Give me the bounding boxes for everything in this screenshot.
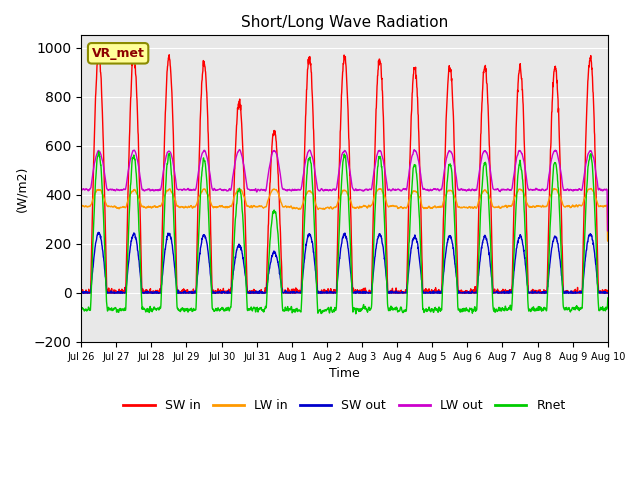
SW in — [95, 49, 103, 55]
SW out — [95, 229, 102, 235]
Rnet — [352, 311, 360, 317]
Rnet — [558, 264, 566, 270]
Y-axis label: (W/m2): (W/m2) — [15, 166, 28, 212]
LW out — [360, 188, 367, 194]
Line: LW in: LW in — [81, 189, 608, 241]
LW in — [224, 204, 232, 210]
LW out — [498, 186, 506, 192]
Rnet — [95, 149, 102, 155]
Line: LW out: LW out — [81, 150, 608, 231]
Line: Rnet: Rnet — [81, 152, 608, 314]
LW out — [604, 228, 612, 234]
SW in — [77, 290, 85, 296]
LW in — [588, 186, 595, 192]
Rnet — [573, 305, 580, 311]
SW in — [604, 290, 612, 296]
SW in — [371, 133, 379, 139]
SW in — [360, 290, 368, 296]
LW out — [77, 186, 85, 192]
LW in — [604, 238, 612, 244]
SW in — [498, 290, 506, 296]
LW in — [497, 205, 505, 211]
Rnet — [77, 304, 85, 310]
X-axis label: Time: Time — [329, 367, 360, 380]
SW in — [225, 289, 232, 295]
LW in — [572, 203, 580, 209]
Line: SW out: SW out — [81, 232, 608, 293]
LW out — [224, 188, 232, 193]
Rnet — [360, 305, 368, 311]
SW out — [558, 273, 566, 279]
SW out — [604, 290, 612, 296]
SW out — [225, 288, 232, 294]
Title: Short/Long Wave Radiation: Short/Long Wave Radiation — [241, 15, 448, 30]
SW out — [371, 250, 379, 256]
LW out — [557, 173, 565, 179]
Legend: SW in, LW in, SW out, LW out, Rnet: SW in, LW in, SW out, LW out, Rnet — [118, 394, 571, 417]
LW in — [371, 192, 379, 198]
SW in — [77, 289, 85, 295]
LW in — [557, 197, 565, 203]
Rnet — [498, 306, 506, 312]
SW out — [77, 289, 85, 295]
LW out — [371, 163, 379, 169]
Rnet — [604, 295, 612, 301]
LW out — [236, 147, 244, 153]
SW out — [78, 290, 86, 296]
SW out — [573, 290, 580, 296]
SW in — [573, 288, 580, 294]
LW in — [77, 201, 85, 207]
Rnet — [371, 202, 379, 207]
SW out — [498, 289, 506, 295]
Text: VR_met: VR_met — [92, 47, 145, 60]
SW in — [558, 223, 566, 229]
SW out — [360, 290, 368, 296]
Rnet — [225, 304, 232, 310]
LW in — [360, 203, 367, 209]
Line: SW in: SW in — [81, 52, 608, 293]
LW out — [572, 187, 580, 192]
